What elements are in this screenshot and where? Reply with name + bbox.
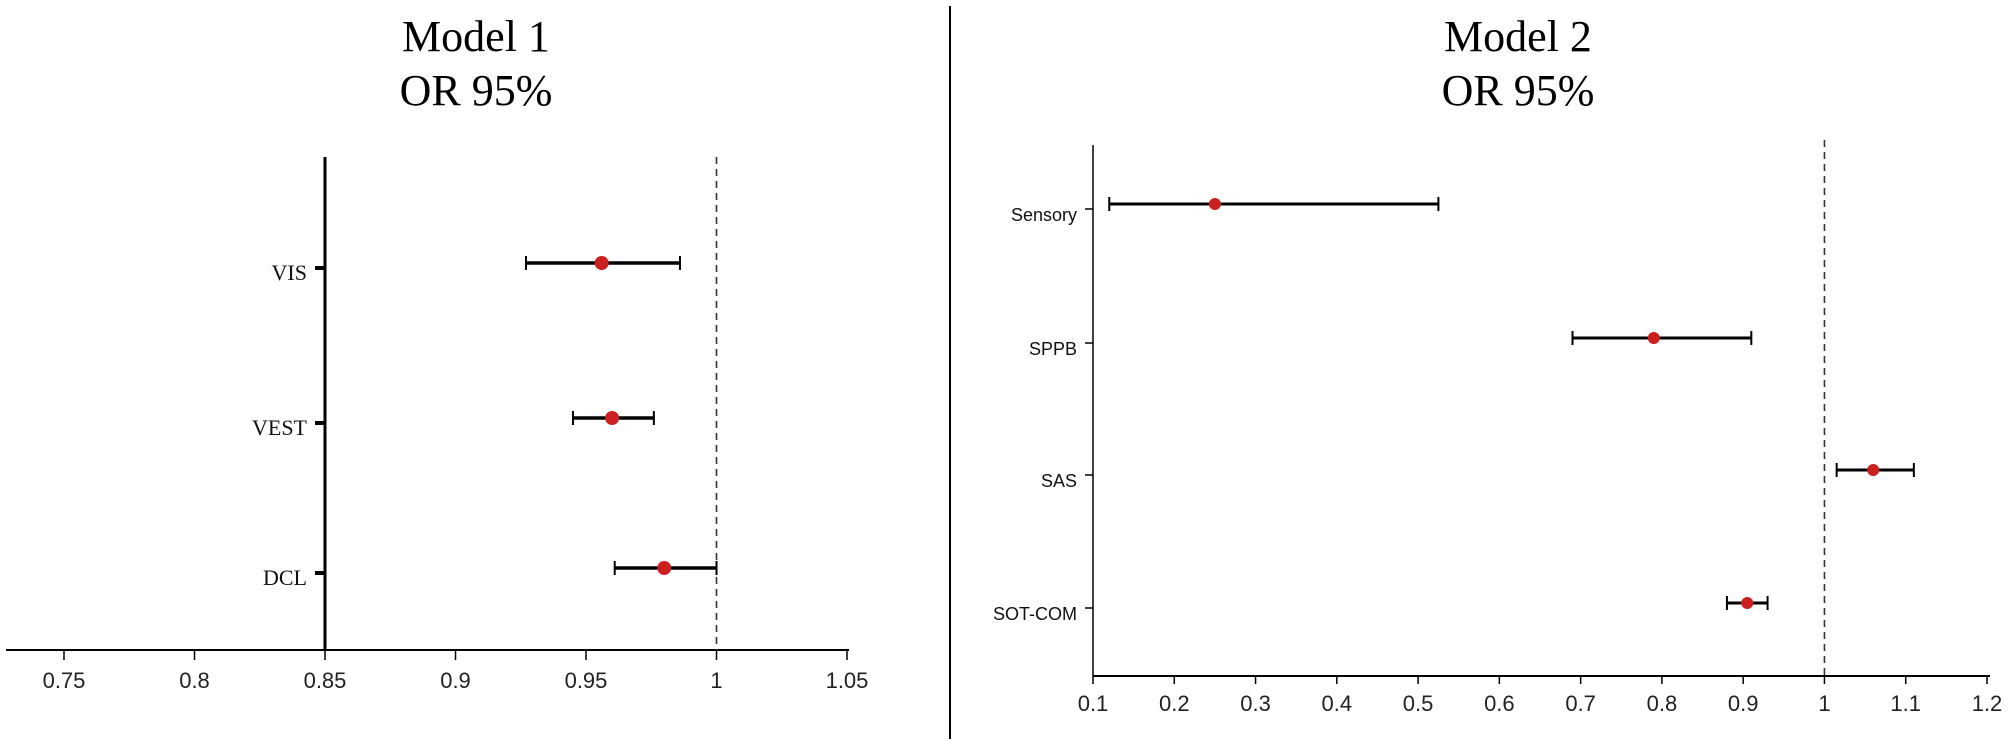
model1-point-estimate [605, 411, 620, 425]
panel-divider [949, 6, 951, 739]
model1-x-tick-label: 0.8 [179, 668, 210, 693]
model1-x-tick-label: 0.75 [43, 668, 86, 693]
model2-point-estimate [1647, 332, 1660, 344]
model2-category-label: SAS [1041, 471, 1077, 491]
model2-point-estimate [1867, 464, 1880, 476]
model1-x-tick-label: 0.85 [304, 668, 347, 693]
model1-x-tick-label: 0.95 [565, 668, 608, 693]
model2-category-label: Sensory [1011, 205, 1077, 225]
model2-x-tick-label: 0.1 [1078, 691, 1109, 716]
model2-subtitle-text: OR 95% [1441, 66, 1595, 115]
model2-x-tick-label: 0.7 [1565, 691, 1596, 716]
model1-x-tick-label: 1.05 [826, 668, 869, 693]
model2-x-tick-label: 0.6 [1484, 691, 1515, 716]
model2-category-label: SOT-COM [993, 604, 1077, 624]
model2-x-tick-label: 0.9 [1728, 691, 1759, 716]
model2-point-estimate [1208, 198, 1221, 210]
model2-x-tick-label: 0.5 [1403, 691, 1434, 716]
model2-category-label: SPPB [1029, 339, 1077, 359]
model1-point-estimate [594, 256, 609, 270]
model2-x-tick-label: 1 [1818, 691, 1830, 716]
model1-category-label: VIS [272, 260, 307, 285]
model1-subtitle-text: OR 95% [399, 66, 553, 115]
model2-title-text: Model 2 [1444, 12, 1592, 61]
model1-point-estimate [657, 561, 672, 575]
model2-x-tick-label: 0.4 [1322, 691, 1353, 716]
model1-plot: 0.75 0.8 0.85 0.9 0.95 1 1.05 VIS VEST DCL [6, 157, 868, 693]
model2-title: Model 2 OR 95% [1318, 10, 1718, 118]
model1-x-tick-label: 0.9 [440, 668, 471, 693]
model2-x-tick-label: 1.1 [1890, 691, 1921, 716]
model2-x-tick-label: 0.8 [1647, 691, 1678, 716]
model1-title: Model 1 OR 95% [276, 10, 676, 118]
model1-title-text: Model 1 [402, 12, 550, 61]
model2-x-tick-label: 0.2 [1159, 691, 1190, 716]
model1-category-label: DCL [263, 565, 307, 590]
model2-point-estimate [1741, 597, 1754, 609]
model2-x-tick-label: 0.3 [1240, 691, 1271, 716]
model1-category-label: VEST [252, 415, 308, 440]
model1-x-tick-label: 1 [710, 668, 722, 693]
model2-x-tick-label: 1.2 [1972, 691, 2003, 716]
model2-plot: 0.1 0.2 0.3 0.4 0.5 0.6 0.7 0.8 0.9 1 1.1 1.2 Sensor… [993, 140, 2002, 716]
